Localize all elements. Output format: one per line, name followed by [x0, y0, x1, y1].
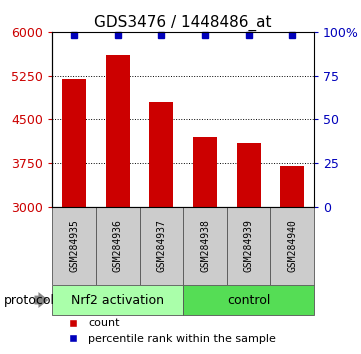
- Bar: [183, 207, 227, 285]
- Bar: [106, 55, 130, 207]
- Bar: [140, 207, 183, 285]
- Text: GSM284939: GSM284939: [244, 219, 254, 273]
- Text: protocol: protocol: [4, 293, 55, 307]
- Bar: [270, 207, 314, 285]
- Bar: [237, 143, 261, 207]
- Bar: [96, 207, 140, 285]
- Text: GSM284935: GSM284935: [69, 219, 79, 273]
- Text: GSM284936: GSM284936: [113, 219, 123, 273]
- Bar: [183, 285, 314, 315]
- Legend: count, percentile rank within the sample: count, percentile rank within the sample: [58, 314, 280, 348]
- FancyArrow shape: [35, 292, 48, 308]
- Text: GSM284938: GSM284938: [200, 219, 210, 273]
- Text: Nrf2 activation: Nrf2 activation: [71, 293, 164, 307]
- Bar: [52, 207, 96, 285]
- Title: GDS3476 / 1448486_at: GDS3476 / 1448486_at: [95, 14, 272, 30]
- Text: control: control: [227, 293, 270, 307]
- Bar: [193, 137, 217, 207]
- Text: GSM284940: GSM284940: [287, 219, 297, 273]
- Bar: [227, 207, 270, 285]
- Bar: [149, 102, 173, 207]
- Text: GSM284937: GSM284937: [156, 219, 166, 273]
- Bar: [62, 79, 86, 207]
- Bar: [280, 166, 304, 207]
- Bar: [52, 285, 183, 315]
